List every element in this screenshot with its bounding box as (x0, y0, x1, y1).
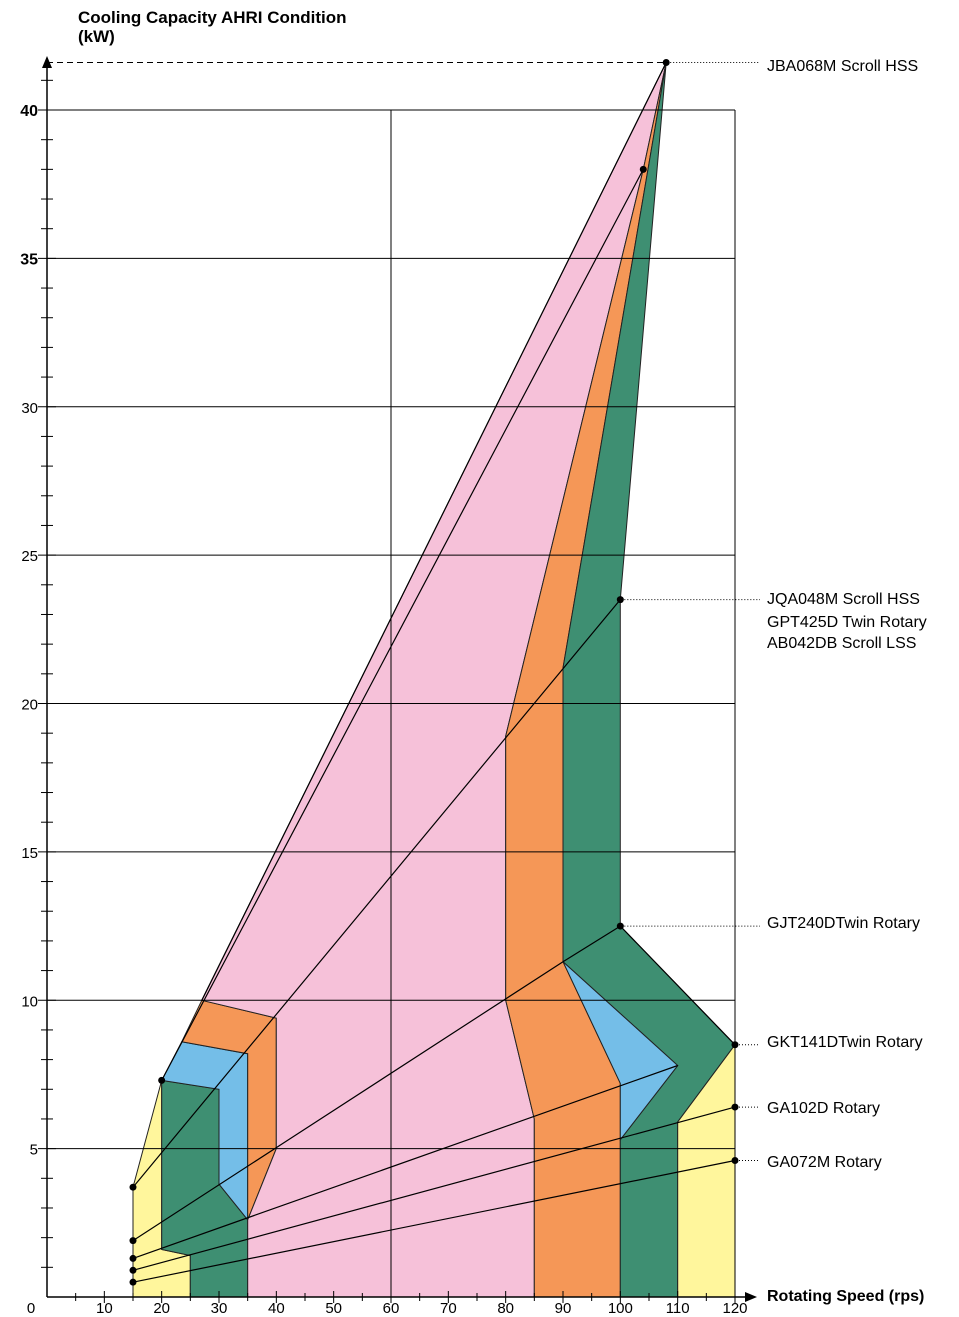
x-tick-label-30: 30 (211, 1300, 228, 1317)
marker-12 (129, 1278, 137, 1286)
x-tick-label-0: 0 (27, 1300, 35, 1317)
model-line-2 (132, 1064, 678, 1259)
marker-0 (662, 59, 670, 67)
x-tick-label-70: 70 (440, 1300, 457, 1317)
y-tick-label-40: 40 (20, 103, 38, 120)
y-tick-label-10: 10 (21, 993, 38, 1010)
marker-3 (616, 922, 624, 930)
x-tick-label-60: 60 (383, 1300, 400, 1317)
x-axis-label: Rotating Speed (rps) (767, 1288, 924, 1305)
series-label-7: GA072M Rotary (767, 1154, 882, 1171)
chart-title-unit: (kW) (78, 27, 115, 46)
x-tick-label-90: 90 (555, 1300, 572, 1317)
axes: 5 10 15 20 25 30 35 40 0 10 20 30 40 50 60 70 80 90 100 110… (20, 56, 924, 1317)
marker-5 (731, 1103, 739, 1111)
series-label-1: JQA048M Scroll HSS (767, 591, 920, 608)
marker-7 (158, 1076, 166, 1084)
marker-4 (731, 1041, 739, 1049)
markers (129, 59, 739, 1286)
x-tick-label-120: 120 (722, 1300, 747, 1317)
area-regions (132, 62, 736, 1298)
y-tick-label-15: 15 (21, 845, 38, 862)
model-lines (132, 62, 736, 1283)
x-tick-label-80: 80 (497, 1300, 514, 1317)
marker-6 (731, 1156, 739, 1164)
series-label-2: GPT425D Twin Rotary (767, 614, 927, 631)
x-tick-label-110: 110 (666, 1300, 690, 1317)
y-tick-label-30: 30 (21, 400, 38, 417)
series-label-5: GKT141DTwin Rotary (767, 1034, 923, 1051)
x-tick-label-50: 50 (325, 1300, 342, 1317)
marker-9 (129, 1237, 137, 1245)
x-tick-label-100: 100 (608, 1300, 633, 1317)
series-label-6: GA102D Rotary (767, 1100, 880, 1117)
marker-10 (129, 1254, 137, 1262)
y-tick-label-25: 25 (21, 548, 38, 565)
model-line-0 (132, 599, 621, 1188)
marker-8 (129, 1183, 137, 1191)
series-label-3: AB042DB Scroll LSS (767, 635, 916, 652)
series-label-4: GJT240DTwin Rotary (767, 915, 920, 932)
model-line-4 (132, 1159, 736, 1283)
marker-11 (129, 1266, 137, 1274)
y-tick-label-35: 35 (20, 251, 38, 268)
series-label-0: JBA068M Scroll HSS (767, 58, 918, 75)
marker-2 (616, 596, 624, 604)
marker-1 (639, 165, 647, 173)
y-axis-arrow (42, 56, 52, 68)
y-tick-label-20: 20 (21, 697, 38, 714)
x-tick-label-20: 20 (153, 1300, 170, 1317)
model-line-6 (201, 62, 667, 1001)
chart-title: Cooling Capacity AHRI Condition (78, 8, 347, 27)
x-axis-arrow (745, 1292, 757, 1302)
grid (47, 62, 736, 1297)
model-line-3 (132, 1106, 736, 1271)
x-tick-label-10: 10 (96, 1300, 113, 1317)
series-labels: JBA068M Scroll HSS JQA048M Scroll HSS GPT4… (624, 58, 927, 1171)
model-line-5 (161, 169, 644, 1081)
region-blue-7 (562, 961, 679, 1142)
model-line-1 (132, 925, 736, 1242)
x-tick-label-40: 40 (268, 1300, 285, 1317)
y-tick-label-5: 5 (30, 1142, 38, 1159)
